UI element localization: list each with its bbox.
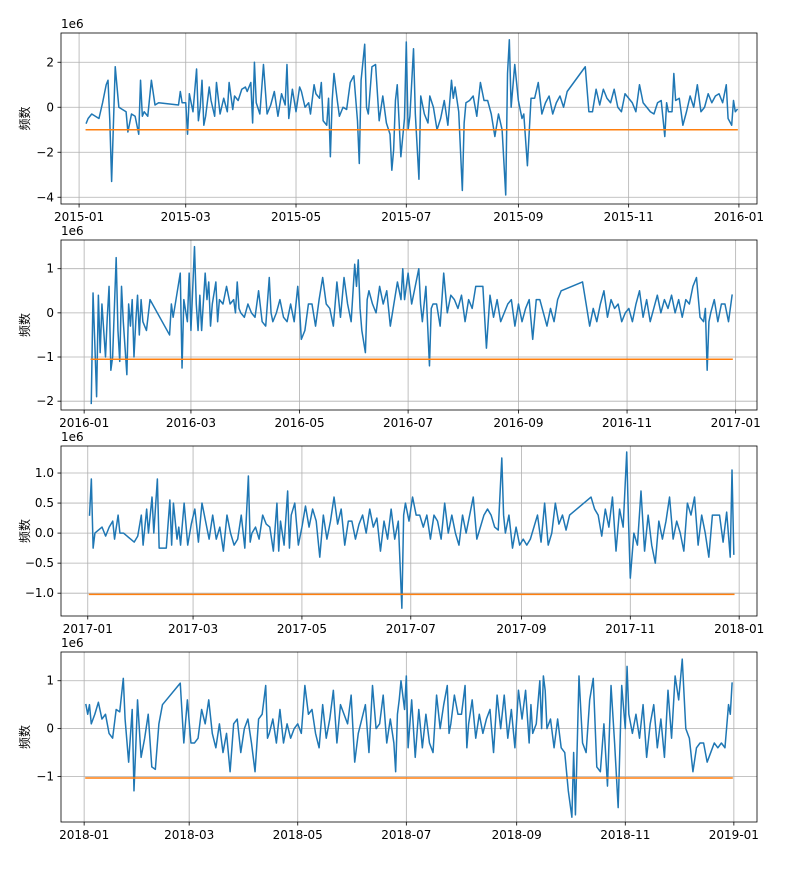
y-tick-label: 0 (46, 100, 54, 114)
x-tick-label: 2016-05 (274, 416, 324, 430)
series-line (85, 39, 739, 196)
x-tick-label: 2015-05 (271, 210, 321, 224)
x-tick-label: 2016-01 (59, 416, 109, 430)
x-tick-label: 2018-11 (600, 828, 650, 842)
y-tick-label: 1 (46, 674, 54, 688)
y-axis-label: 频数 (17, 313, 32, 337)
y-tick-label: −2 (36, 145, 54, 159)
x-tick-label: 2018-01 (59, 828, 109, 842)
x-tick-label: 2018-09 (492, 828, 542, 842)
y-offset-label: 1e6 (61, 17, 84, 31)
panel-2018: 2018-01 2018-03 2018-05 2018-07 2018-09 2018-… (17, 636, 759, 842)
x-tick-label: 2016-03 (166, 416, 216, 430)
y-axis-label: 频数 (17, 106, 32, 130)
x-tick-label: 2015-03 (161, 210, 211, 224)
axes-frame (60, 651, 758, 823)
series-line (90, 245, 733, 405)
y-tick-label: 2 (46, 55, 54, 69)
y-tick-label: 0.5 (35, 496, 54, 510)
x-tick-label: 2016-07 (383, 416, 433, 430)
y-tick-label: −2 (36, 394, 54, 408)
x-tick-label: 2018-07 (381, 828, 431, 842)
x-tick-label: 2016-01 (714, 210, 764, 224)
y-tick-label: −0.5 (25, 556, 54, 570)
x-tick-label: 2015-09 (493, 210, 543, 224)
y-tick-label: 1.0 (35, 466, 54, 480)
series-line (85, 658, 733, 818)
x-tick-label: 2017-07 (386, 622, 436, 636)
y-tick-label: −1 (36, 350, 54, 364)
x-tick-label: 2016-09 (493, 416, 543, 430)
y-axis-label: 频数 (17, 725, 32, 749)
y-tick-label: 0 (46, 722, 54, 736)
y-tick-label: 0.0 (35, 526, 54, 540)
x-tick-label: 2017-09 (496, 622, 546, 636)
x-tick-label: 2017-01 (63, 622, 113, 636)
y-tick-label: −1 (36, 770, 54, 784)
panel-2016: 2016-01 2016-03 2016-05 2016-07 2016-09 2016-… (17, 224, 761, 430)
x-tick-label: 2015-07 (381, 210, 431, 224)
series-line (88, 451, 735, 609)
panel-2015: 2015-01 2015-03 2015-05 2015-07 2015-09 2015-… (17, 17, 764, 224)
axes-frame (60, 32, 758, 205)
x-tick-label: 2017-03 (168, 622, 218, 636)
x-tick-label: 2019-01 (709, 828, 759, 842)
x-tick-label: 2017-11 (605, 622, 655, 636)
x-tick-label: 2017-05 (277, 622, 327, 636)
y-tick-label: −4 (36, 190, 54, 204)
y-offset-label: 1e6 (61, 430, 84, 444)
panel-2017: 2017-01 2017-03 2017-05 2017-07 2017-09 2017-… (17, 430, 764, 636)
y-offset-label: 1e6 (61, 224, 84, 238)
x-tick-label: 2018-01 (714, 622, 764, 636)
y-offset-label: 1e6 (61, 636, 84, 650)
axes-frame (60, 445, 758, 617)
x-tick-label: 2015-01 (54, 210, 104, 224)
x-tick-label: 2016-11 (602, 416, 652, 430)
x-tick-label: 2018-03 (164, 828, 214, 842)
y-tick-label: 0 (46, 306, 54, 320)
x-tick-label: 2018-05 (273, 828, 323, 842)
axes-frame (60, 239, 758, 411)
y-axis-label: 频数 (17, 519, 32, 543)
x-tick-label: 2015-11 (604, 210, 654, 224)
y-tick-label: 1 (46, 262, 54, 276)
x-tick-label: 2017-01 (711, 416, 761, 430)
y-tick-label: −1.0 (25, 586, 54, 600)
